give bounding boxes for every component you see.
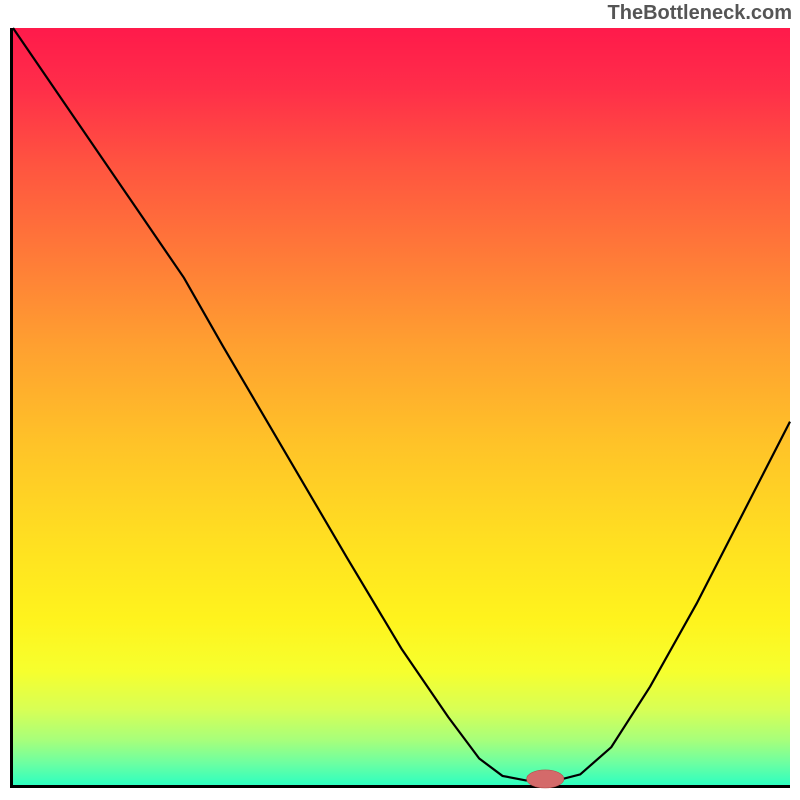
bottleneck-curve (13, 28, 790, 780)
optimal-marker (527, 770, 564, 788)
plot-area (10, 28, 790, 788)
watermark-text: TheBottleneck.com (608, 2, 792, 25)
chart-container: TheBottleneck.com (0, 0, 800, 800)
curve-layer (13, 28, 790, 785)
